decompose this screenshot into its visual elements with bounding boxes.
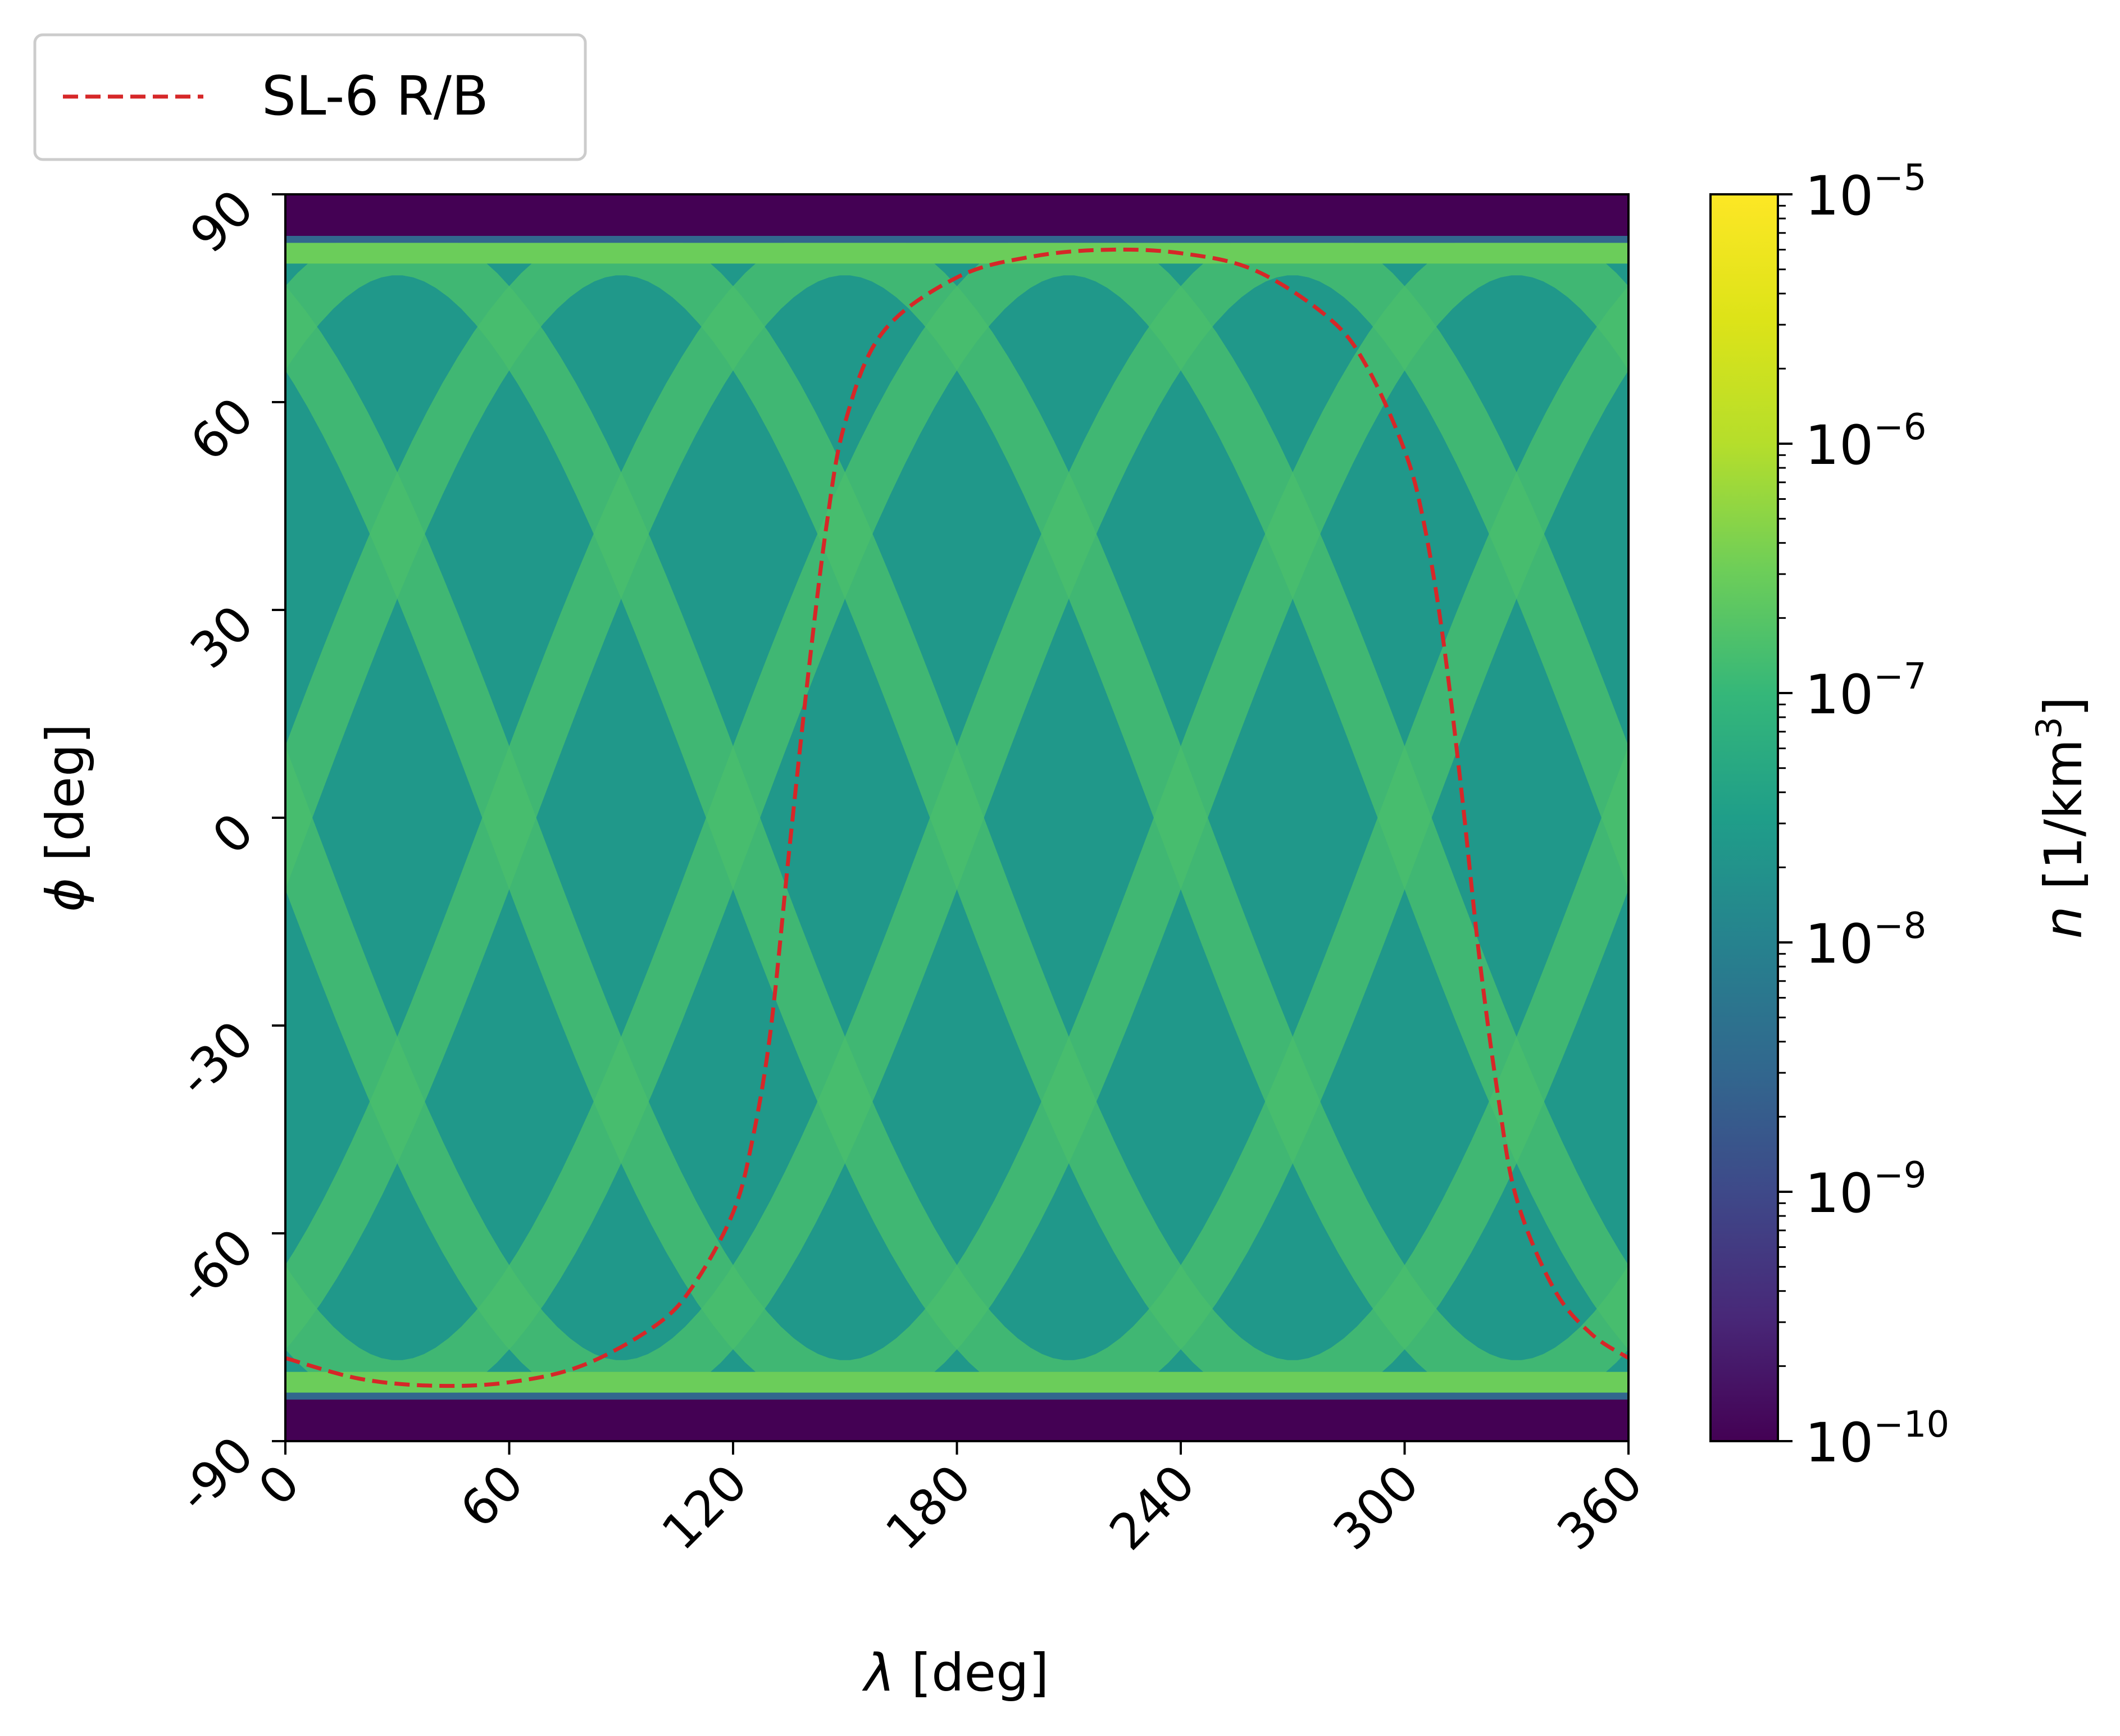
colorbar-tick-label: 10−9 xyxy=(1805,1155,1927,1225)
colorbar-gradient xyxy=(1709,193,1779,1442)
x-tick-label: 60 xyxy=(449,1453,534,1539)
empty-cap-north xyxy=(285,194,1628,236)
y-tick-label: 0 xyxy=(201,802,264,865)
colorbar-tick-label: 10−6 xyxy=(1805,407,1927,477)
colorbar-tick-label: 10−10 xyxy=(1805,1404,1949,1474)
density-tracks xyxy=(285,225,1628,1411)
legend-label-sl6: SL-6 R/B xyxy=(262,65,489,127)
polar-ridge-south xyxy=(285,1372,1628,1393)
legend: SL-6 R/B xyxy=(33,33,587,161)
heatmap-plot xyxy=(285,194,1628,1441)
series-line-sl6 xyxy=(285,247,1628,1388)
y-tick-label: 30 xyxy=(179,594,265,680)
density-band-5-asc xyxy=(285,225,1628,1411)
y-axis: -90 -60 -30 0 30 60 90 xyxy=(166,179,285,1523)
y-tick-label: -30 xyxy=(166,1010,264,1108)
y-tick-label: -90 xyxy=(166,1425,264,1523)
y-tick-label: -60 xyxy=(166,1218,264,1315)
polar-ridge-north xyxy=(285,243,1628,264)
x-tick-label: 240 xyxy=(1098,1453,1206,1561)
x-tick-label: 360 xyxy=(1546,1453,1654,1561)
colorbar-ticks: 10−10 10−9 10−8 10−7 10−6 10−5 xyxy=(1778,157,1949,1474)
y-tick-label: 60 xyxy=(179,386,265,472)
x-tick-label: 180 xyxy=(875,1453,982,1561)
density-band-3-desc xyxy=(285,225,1628,1411)
colorbar-tick-label: 10−5 xyxy=(1805,157,1927,227)
colorbar: 10−10 10−9 10−8 10−7 10−6 10−5 n [1/km3] xyxy=(1709,157,2094,1474)
y-tick-label: 90 xyxy=(179,179,265,264)
colorbar-tick-label: 10−7 xyxy=(1805,656,1927,726)
empty-cap-south xyxy=(285,1400,1628,1441)
x-axis-label: λ [deg] xyxy=(862,1643,1049,1703)
polar-regions xyxy=(285,194,1628,1441)
legend-frame xyxy=(33,33,587,161)
x-axis: 0 60 120 180 240 300 360 xyxy=(247,1441,1654,1561)
colorbar-label: n [1/km3] xyxy=(2028,696,2094,938)
polar-edge-south xyxy=(285,1392,1628,1400)
colorbar-tick-label: 10−8 xyxy=(1805,905,1927,976)
x-tick-label: 120 xyxy=(650,1453,758,1561)
x-tick-label: 300 xyxy=(1322,1453,1430,1561)
polar-edge-north xyxy=(285,236,1628,243)
density-band-5-desc xyxy=(285,225,1628,1411)
y-axis-label: ϕ [deg] xyxy=(35,723,95,912)
